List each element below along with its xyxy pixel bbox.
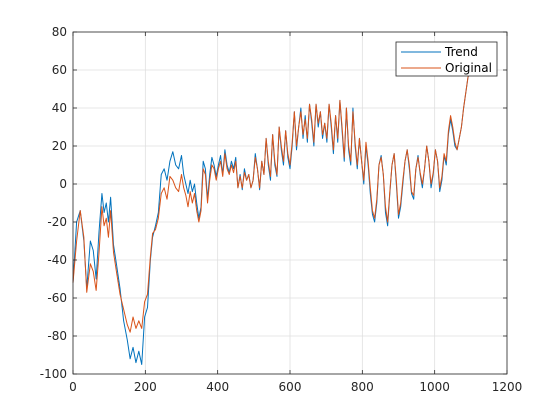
legend-label-trend: Trend — [444, 45, 478, 59]
y-tick-label: -100 — [40, 367, 67, 381]
x-tick-label: 0 — [69, 380, 77, 394]
legend-label-original: Original — [445, 61, 492, 75]
series-layer — [72, 62, 473, 365]
x-tick-label: 200 — [134, 380, 157, 394]
series-line-original — [72, 62, 473, 333]
y-tick-label: -60 — [47, 291, 67, 305]
x-tick-label: 1200 — [492, 380, 523, 394]
legend: Trend Original — [395, 41, 498, 77]
x-tick-label: 400 — [206, 380, 229, 394]
x-tick-label: 600 — [279, 380, 302, 394]
y-tick-label: 80 — [52, 25, 67, 39]
y-tick-label: -40 — [47, 253, 67, 267]
axis-ticks: 0 200 400 600 800 1000 1200 -100 -80 -60 -40 -20 0 20… — [40, 25, 523, 394]
y-tick-label: -20 — [47, 215, 67, 229]
y-tick-label: 20 — [52, 139, 67, 153]
x-tick-label: 1000 — [419, 380, 450, 394]
y-tick-label: 0 — [59, 177, 67, 191]
y-tick-label: -80 — [47, 329, 67, 343]
legend-box — [395, 41, 498, 77]
y-tick-label: 40 — [52, 101, 67, 115]
y-tick-label: 60 — [52, 63, 67, 77]
x-tick-label: 800 — [351, 380, 374, 394]
